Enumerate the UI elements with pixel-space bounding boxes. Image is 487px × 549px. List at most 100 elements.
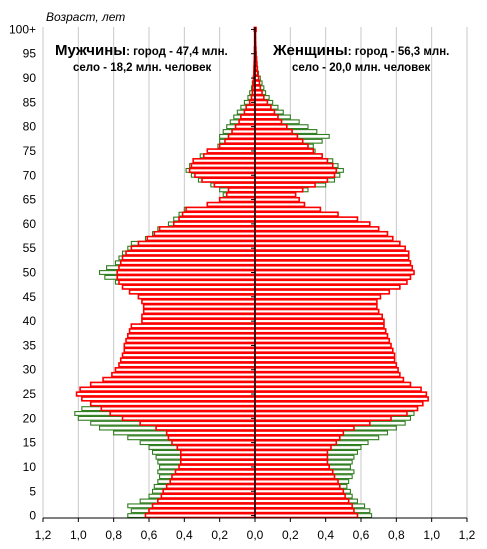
y-tick-labels: 0 5 10 15 20 25 30 35 40 45 50 55 60 65 70 75 80 85 90 95 10… [9,22,36,522]
x-tick-label: 0,2 [282,528,299,542]
women-urban-bar [254,459,329,465]
women-urban-bar [254,308,380,315]
women-urban-bar [254,114,279,120]
women-urban-bar [254,337,391,344]
men-urban-bar [118,279,256,285]
men-urban-bar [127,333,256,339]
men-urban-bar [118,264,256,271]
men-urban-bar [81,396,256,402]
women-urban-bar [254,410,408,417]
men-urban-bar [180,454,256,460]
women-urban-bar [254,153,323,159]
women-urban-bar [254,211,339,217]
men-urban-bar [144,512,256,519]
y-tick-label: 35 [23,338,37,352]
men-urban-bar [125,250,256,256]
y-tick-label: 60 [23,217,37,231]
men-urban-bar [130,245,256,251]
men-urban-bar [165,483,256,490]
women-urban-bar [254,415,392,422]
y-tick-label: 80 [23,120,37,134]
women-urban-bar [254,449,329,456]
men-urban-bar [100,405,256,412]
men-urban-bar [176,444,256,451]
men-urban-bar [224,138,256,144]
y-tick-label: 5 [29,484,36,498]
men-urban-bar [141,298,256,305]
x-tick-label: 1,0 [423,528,440,542]
men-urban-bar [206,201,256,208]
men-urban-bar [121,415,256,422]
women-urban-bar [254,469,334,475]
women-urban-bar [254,512,359,519]
y-tick-label: 30 [23,363,37,377]
men-urban-bar [142,303,256,310]
men-urban-bar [190,162,256,169]
men-urban-bar [194,172,256,178]
women-urban-bar [254,430,345,436]
men-urban-bar [141,313,256,319]
men-urban-bar [141,318,256,324]
y-tick-label: 75 [23,144,37,158]
men-urban-bar [178,464,256,470]
women-urban-bar [254,425,355,431]
women-urban-bar [254,405,419,412]
x-tick-label: 1,2 [459,528,476,542]
men-urban-bar [111,371,256,378]
women-urban-bar [254,323,385,329]
x-tick-label: 0,0 [247,528,264,542]
women-urban-bar [254,396,429,402]
men-legend-rural: село - 18,2 млн. человек [73,62,211,74]
men-urban-bar [121,255,256,261]
men-urban-bar [125,337,256,344]
men-urban-bar [218,143,256,149]
svg-text:Мужчины: город - 47,4 млн.: Мужчины: город - 47,4 млн. [55,42,228,59]
men-urban-bar [206,148,256,154]
women-urban-bar [254,401,424,407]
women-urban-bar [254,133,299,140]
women-urban-bar [254,226,380,232]
x-tick-label: 0,4 [176,528,193,542]
women-urban-bar [254,289,391,295]
women-urban-bar [254,167,338,174]
women-urban-bar [254,206,322,212]
women-urban-bar [254,435,341,441]
men-urban-bar [225,192,256,198]
y-tick-label: 10 [23,460,37,474]
men-urban-bar [89,381,256,388]
men-urban-bar [137,240,256,247]
men-urban-bar [157,498,256,504]
women-urban-bar [254,109,276,115]
women-urban-bar [254,357,396,363]
women-urban-bar [254,89,263,96]
women-urban-bar [254,260,412,266]
women-urban-bar [254,488,345,494]
women-urban-bar [254,192,297,198]
women-urban-bar [254,196,300,203]
x-tick-label: 0,6 [353,528,370,542]
men-urban-bar [79,386,256,392]
women-urban-bar [254,172,336,178]
men-urban-bar [114,367,256,373]
men-urban-bar [139,420,256,426]
men-urban-bar [121,352,256,358]
women-urban-bar [254,94,265,101]
men-urban-bar [213,182,256,188]
women-legend-title: Женщины [272,42,348,59]
women-urban-bar [254,128,293,135]
women-urban-bar [254,318,385,324]
men-urban-bar [123,347,256,353]
men-urban-bar [201,177,256,183]
women-urban-bar [254,347,394,353]
women-urban-bar [254,333,389,339]
y-tick-label: 70 [23,168,37,182]
women-urban-bar [254,235,394,242]
women-urban-bar [254,386,422,392]
women-urban-bar [254,123,288,130]
men-urban-bar [142,308,256,315]
men-urban-bar [148,508,256,514]
men-urban-bar [192,157,256,164]
women-urban-bar [254,439,338,446]
y-tick-label: 40 [23,314,37,328]
men-urban-bar [218,196,256,203]
